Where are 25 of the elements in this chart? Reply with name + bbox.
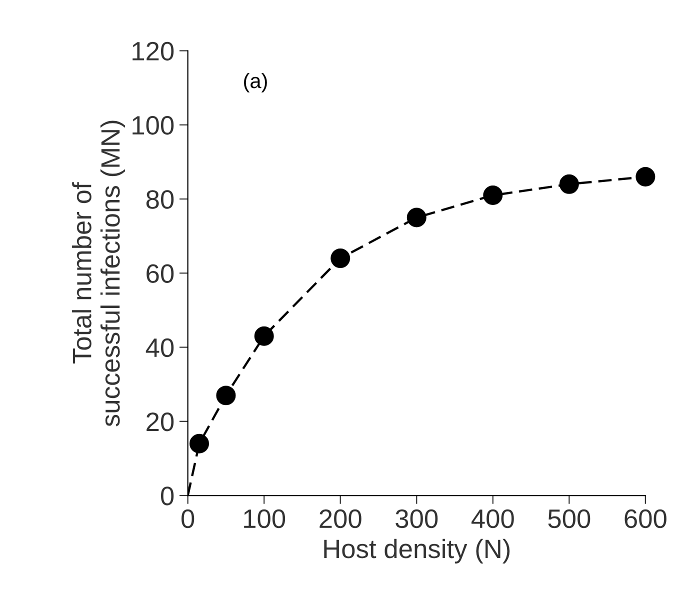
point [216, 386, 236, 406]
y-tick-label: 20 [146, 412, 174, 432]
point [483, 186, 503, 206]
x-tick-label: 400 [471, 509, 514, 528]
annotation: (a) [244, 72, 267, 92]
x-tick-label: 600 [624, 509, 666, 528]
y-tick-label: 80 [146, 190, 174, 209]
y-tick-label: 100 [132, 116, 174, 135]
y-axis-title: Total number of successful infections (MN) [72, 120, 126, 426]
point [636, 167, 656, 187]
y-tick-label: 0 [160, 486, 174, 506]
y-tick-label: 120 [132, 42, 174, 61]
point [254, 326, 274, 346]
point [559, 174, 579, 194]
x-tick-label: 200 [320, 509, 362, 528]
y-tick-label: 40 [146, 338, 174, 358]
x-tick-label: 500 [548, 509, 590, 528]
point [190, 434, 210, 454]
x-tick-label: 0 [182, 509, 194, 528]
x-tick-label: 100 [244, 509, 286, 528]
point [406, 208, 426, 228]
point [330, 248, 350, 268]
y-tick-label: 60 [146, 264, 174, 283]
x-tick-label: 300 [396, 509, 438, 528]
x-axis-title: Host density (N) [324, 538, 510, 564]
